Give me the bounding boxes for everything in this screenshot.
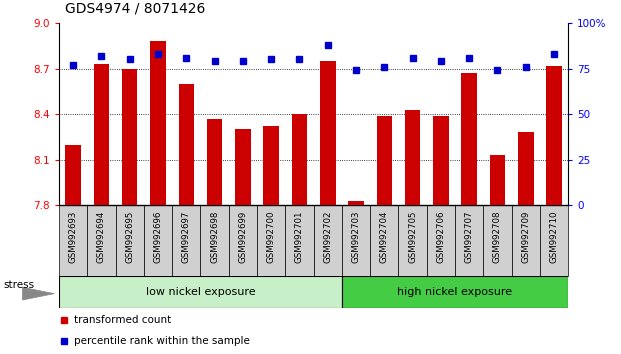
Text: GSM992694: GSM992694: [97, 211, 106, 263]
Text: GSM992709: GSM992709: [521, 211, 530, 263]
Bar: [257, 205, 285, 276]
Bar: [235, 129, 251, 205]
Text: GSM992710: GSM992710: [550, 211, 558, 263]
Bar: [207, 119, 222, 205]
Text: GSM992704: GSM992704: [380, 211, 389, 263]
Text: high nickel exposure: high nickel exposure: [397, 287, 512, 297]
Bar: [512, 205, 540, 276]
Bar: [88, 205, 116, 276]
Bar: [490, 155, 505, 205]
Bar: [433, 116, 449, 205]
Bar: [150, 41, 166, 205]
Bar: [122, 69, 137, 205]
Text: GSM992703: GSM992703: [351, 211, 361, 263]
Bar: [427, 205, 455, 276]
Bar: [263, 126, 279, 205]
Text: percentile rank within the sample: percentile rank within the sample: [75, 336, 250, 346]
Text: GSM992693: GSM992693: [69, 211, 78, 263]
Bar: [461, 73, 477, 205]
Bar: [342, 276, 568, 308]
Bar: [370, 205, 399, 276]
Bar: [172, 205, 201, 276]
Bar: [320, 61, 335, 205]
Text: stress: stress: [3, 280, 34, 290]
Bar: [376, 116, 392, 205]
Bar: [65, 144, 81, 205]
Bar: [518, 132, 533, 205]
Bar: [59, 276, 342, 308]
Text: GSM992697: GSM992697: [182, 211, 191, 263]
Text: GSM992706: GSM992706: [437, 211, 445, 263]
Bar: [116, 205, 144, 276]
Text: GSM992695: GSM992695: [125, 211, 134, 263]
Text: GDS4974 / 8071426: GDS4974 / 8071426: [65, 2, 206, 16]
Text: GSM992699: GSM992699: [238, 211, 247, 263]
Text: transformed count: transformed count: [75, 315, 171, 325]
Text: GSM992707: GSM992707: [465, 211, 474, 263]
Bar: [144, 205, 172, 276]
Bar: [285, 205, 314, 276]
Text: GSM992698: GSM992698: [210, 211, 219, 263]
Bar: [455, 205, 483, 276]
Text: GSM992700: GSM992700: [266, 211, 276, 263]
Bar: [201, 205, 229, 276]
Text: GSM992702: GSM992702: [324, 211, 332, 263]
Bar: [314, 205, 342, 276]
Bar: [292, 114, 307, 205]
Bar: [342, 205, 370, 276]
Bar: [405, 110, 420, 205]
Bar: [94, 64, 109, 205]
Text: low nickel exposure: low nickel exposure: [146, 287, 255, 297]
Bar: [483, 205, 512, 276]
Text: GSM992701: GSM992701: [295, 211, 304, 263]
Text: GSM992705: GSM992705: [408, 211, 417, 263]
Text: GSM992696: GSM992696: [153, 211, 163, 263]
Bar: [178, 84, 194, 205]
Bar: [59, 205, 88, 276]
Text: GSM992708: GSM992708: [493, 211, 502, 263]
Bar: [540, 205, 568, 276]
Bar: [229, 205, 257, 276]
Bar: [546, 65, 562, 205]
Bar: [348, 201, 364, 205]
Polygon shape: [22, 287, 54, 300]
Bar: [399, 205, 427, 276]
